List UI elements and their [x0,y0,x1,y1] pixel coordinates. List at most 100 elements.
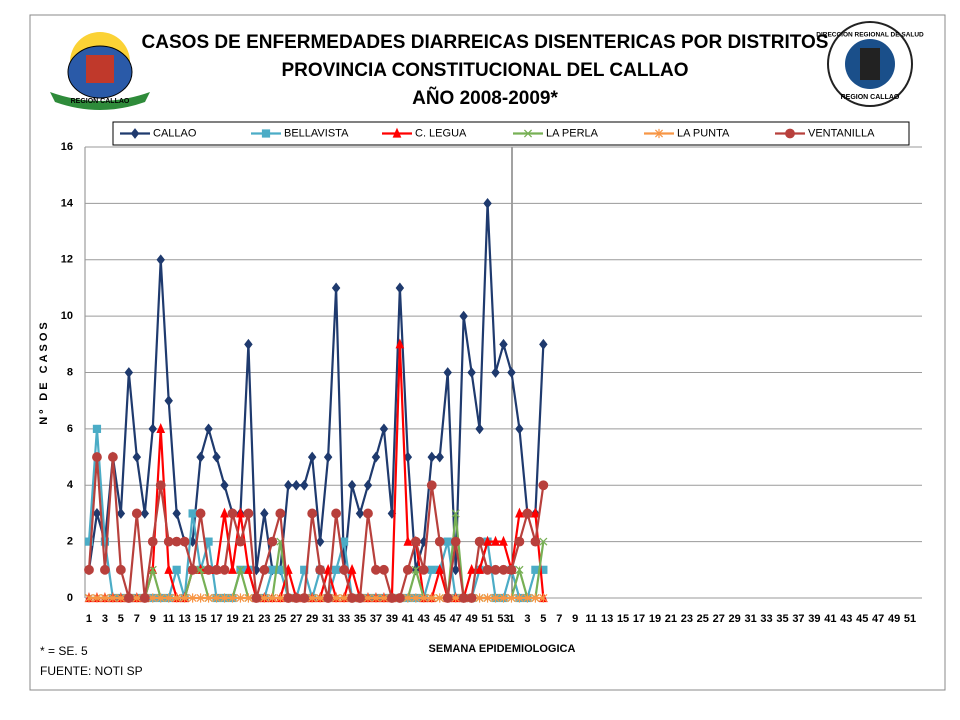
legend-marker [785,128,795,139]
note: FUENTE: NOTI SP [40,664,143,678]
y-tick-label: 6 [67,423,73,435]
x-tick-label: 19 [649,613,661,625]
banner [50,92,150,110]
point [124,367,134,378]
x-tick-label: 7 [134,613,140,625]
point [148,423,157,435]
legend-box [112,121,910,146]
point [379,423,389,435]
point [467,563,476,574]
point [459,310,468,322]
x-tick-label: 35 [354,613,366,625]
point [100,537,110,546]
x-tick-label: 45 [434,613,446,625]
point [499,593,508,603]
point [427,593,436,603]
point [156,593,165,603]
legend-label: VENTANILLA [808,127,875,139]
point [475,563,484,574]
point [332,593,341,603]
point [331,282,341,294]
legend-label: LA PUNTA [677,127,730,139]
point [227,508,238,519]
point [92,424,102,433]
x-tick-label: 51 [481,613,493,625]
x-tick-label: 1 [86,613,92,625]
point [491,535,500,546]
y-axis-label: Nº DE CASOS [38,319,50,424]
point [180,593,189,603]
x-tick-label: 29 [306,613,318,625]
point [411,593,420,603]
point [435,451,444,463]
point [379,564,389,575]
point [483,197,492,209]
point [148,593,157,603]
x-tick-label: 47 [872,613,884,625]
point [355,508,365,519]
x-tick-label: 37 [370,613,382,625]
x-tick-label: 41 [402,613,414,625]
x-tick-label: 43 [418,613,430,625]
point [308,593,317,603]
point [419,593,428,603]
legend-marker [392,127,402,138]
x-tick-label: 41 [824,613,836,625]
point [403,593,412,603]
point [451,593,460,603]
point [531,593,540,603]
point [539,338,548,350]
point [228,563,237,574]
point [148,565,157,574]
point [212,451,221,463]
x-tick-label: 9 [150,613,156,625]
y-tick-label: 2 [67,536,73,548]
x-tick-label: 49 [888,613,900,625]
x-tick-label: 53 [497,613,509,625]
series-line [87,203,545,571]
point [427,565,436,574]
point [371,593,380,603]
point [188,593,197,603]
x-tick-label: 7 [556,613,562,625]
point [323,593,334,603]
point [156,254,165,266]
point [483,593,492,603]
point [140,508,150,519]
point [483,535,492,546]
point [155,480,166,491]
point [204,423,213,435]
point [275,508,286,519]
point [515,507,524,518]
point [466,593,477,603]
point [84,593,94,603]
point [347,479,357,491]
x-tick-label: 17 [210,613,222,625]
point [164,563,174,574]
point [332,565,341,574]
point [292,479,301,491]
point [123,593,134,603]
point [307,451,317,463]
x-tick-label: 23 [258,613,270,625]
point [235,536,246,547]
point [187,564,198,575]
point [212,593,221,603]
point [394,593,405,603]
x-tick-label: 13 [601,613,613,625]
point [267,536,278,547]
x-tick-label: 27 [713,613,725,625]
point [284,479,293,491]
x-tick-label: 39 [386,613,398,625]
x-tick-label: 23 [681,613,693,625]
logo-text: REGION CALLAO [841,94,900,101]
point [515,423,524,435]
point [426,480,437,491]
legend-marker [261,129,271,138]
y-tick-label: 12 [61,254,73,266]
x-tick-label: 3 [524,613,530,625]
castle [86,55,114,83]
y-tick-label: 8 [67,366,73,378]
x-axis-label: SEMANA EPIDEMIOLOGICA [429,643,576,655]
point [228,593,237,603]
